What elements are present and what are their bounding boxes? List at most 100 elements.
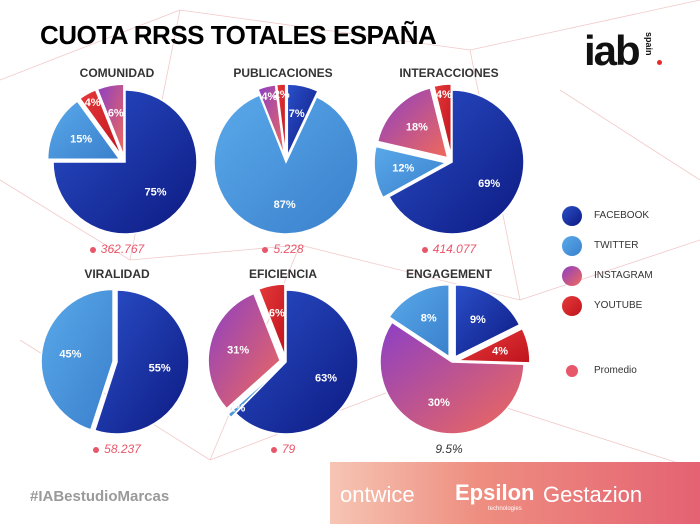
promedio-comunidad: 362.767 [37, 242, 197, 256]
promedio-dot [270, 446, 277, 453]
legend-label: TWITTER [594, 240, 639, 251]
footer-brand-band [330, 462, 700, 524]
legend-item-facebook: FACEBOOK [562, 206, 700, 226]
pie-slice-twitter [213, 94, 359, 235]
slice-label-facebook: 75% [145, 186, 167, 198]
pie-slice-youtube [275, 83, 287, 157]
legend-swatch-facebook [562, 206, 582, 226]
chart-title-interacciones: INTERACCIONES [399, 66, 499, 80]
logo-iab-text: iab [584, 27, 641, 74]
promedio-value: 414.077 [432, 242, 477, 256]
legend-swatch-youtube [562, 296, 582, 316]
pie-slice-instagram [257, 83, 286, 157]
logo-spain-text: spain [644, 32, 654, 56]
slice-label-twitter: 12% [392, 163, 414, 175]
legend-item-youtube: YOUTUBE [562, 296, 700, 316]
slice-label-facebook: 63% [315, 372, 337, 384]
iab-spain-logo: iab spain [584, 30, 664, 80]
pie-slice-youtube [457, 327, 531, 364]
slice-label-twitter: 8% [421, 313, 437, 325]
promedio-value: 79 [281, 442, 296, 456]
legend-label: INSTAGRAM [594, 270, 653, 281]
chart-title-engagement: ENGAGEMENT [405, 267, 492, 281]
promedio-eficiencia: 79 [203, 442, 363, 456]
pie-slice-instagram [207, 292, 282, 410]
pie-slice-twitter [226, 365, 283, 419]
slice-label-instagram: 6% [108, 108, 124, 120]
logo-dot [657, 60, 662, 65]
legend-swatch-promedio [566, 365, 578, 377]
slice-label-youtube: 2% [274, 89, 290, 101]
pie-slice-facebook [93, 289, 190, 435]
pie-slice-youtube [78, 88, 123, 158]
brand-epsilon-subtitle: technologies [488, 506, 522, 512]
slice-label-instagram: 4% [261, 91, 277, 103]
brand-epsilon-logo: Epsilon [455, 480, 535, 505]
slice-label-instagram: 30% [428, 397, 450, 409]
pie-slice-twitter [388, 283, 450, 359]
promedio-dot [93, 446, 100, 453]
legend-item-promedio: Promedio [562, 361, 700, 381]
promedio-engagement: 9.5% [369, 442, 529, 456]
promedio-value: 9.5% [435, 442, 463, 456]
page-title: CUOTA RRSS TOTALES ESPAÑA [40, 20, 437, 50]
footer: #IABestudioMarcas ontwice Epsilon techno… [0, 462, 700, 524]
brand-ontwice-logo: ontwice [340, 482, 415, 507]
legend-swatch-instagram [562, 266, 582, 286]
chart-title-viralidad: VIRALIDAD [84, 267, 150, 281]
slice-label-facebook: 69% [478, 178, 500, 190]
hashtag-text: #IABestudioMarcas [30, 488, 170, 505]
promedio-dot [262, 246, 269, 253]
legend-item-twitter: TWITTER [562, 236, 700, 256]
pie-slice-instagram [96, 83, 125, 157]
brand-gestazion-logo: Gestazion [543, 482, 643, 507]
slice-label-facebook: 7% [289, 108, 305, 120]
legend-label: FACEBOOK [594, 210, 650, 221]
slice-label-instagram: 18% [406, 121, 428, 133]
pie-slice-facebook [387, 89, 525, 235]
slice-label-facebook: 55% [149, 363, 171, 375]
slice-label-twitter: 87% [274, 199, 296, 211]
pie-slice-twitter [373, 145, 449, 199]
chart-title-comunidad: COMUNIDAD [79, 66, 155, 80]
slice-label-twitter: 1% [229, 402, 245, 414]
slice-label-youtube: 4% [85, 97, 101, 109]
promedio-value: 362.767 [100, 242, 145, 256]
legend-label: YOUTUBE [594, 300, 643, 311]
pie-slice-instagram [376, 87, 449, 159]
promedio-viralidad: 58.237 [37, 442, 197, 456]
legend-swatch-twitter [562, 236, 582, 256]
pie-slice-facebook [52, 89, 198, 235]
slice-label-facebook: 9% [470, 314, 486, 326]
promedio-value: 58.237 [104, 442, 141, 456]
pie-slice-facebook [286, 83, 319, 157]
pie-slice-twitter [46, 99, 122, 161]
pie-slice-youtube [432, 83, 453, 157]
promedio-value: 5.228 [273, 242, 304, 256]
pie-slice-instagram [379, 321, 525, 435]
pie-slice-twitter [40, 288, 114, 431]
legend-label: Promedio [594, 365, 637, 376]
chart-title-publicaciones: PUBLICACIONES [233, 66, 333, 80]
slice-label-twitter: 15% [70, 134, 92, 146]
promedio-interacciones: 414.077 [369, 242, 529, 256]
chart-title-eficiencia: EFICIENCIA [248, 267, 317, 281]
promedio-publicaciones: 5.228 [203, 242, 363, 256]
pie-slice-youtube [257, 283, 286, 357]
promedio-dot [421, 246, 428, 253]
slice-label-youtube: 4% [436, 89, 452, 101]
legend-item-instagram: INSTAGRAM [562, 266, 700, 286]
pie-slice-facebook [454, 284, 521, 359]
slice-label-youtube: 6% [269, 308, 285, 320]
pie-slice-facebook [234, 289, 359, 435]
slice-label-twitter: 45% [59, 349, 81, 361]
slice-label-youtube: 4% [492, 345, 508, 357]
promedio-dot [89, 246, 96, 253]
slice-label-instagram: 31% [227, 345, 249, 357]
